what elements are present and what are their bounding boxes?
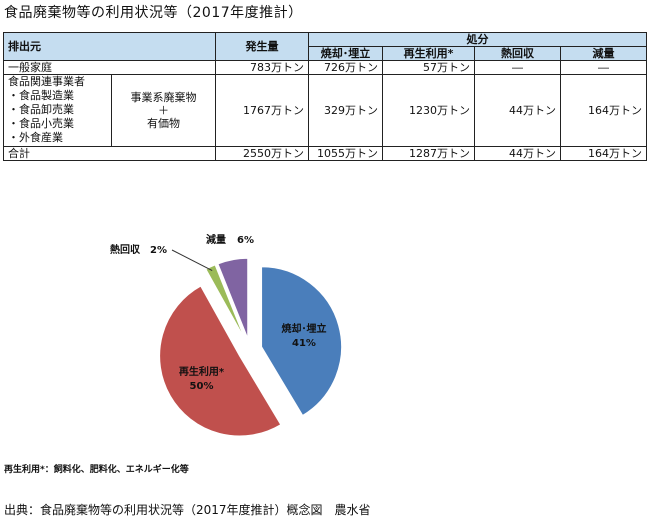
table-cell: 1055万トン [308,146,383,161]
footnote: 再生利用*：飼料化、肥料化、エネルギー化等 [4,465,189,475]
table-cell: 1287万トン [382,146,475,161]
sub-item: ・食品小売業 [8,117,74,130]
slice-label-reduction: 減量 [206,233,226,246]
sub-item: ・食品製造業 [8,89,74,102]
slice-value-incineration: 41% [292,338,316,349]
slice-label-incineration: 焼却･埋立 [281,322,326,335]
table-cell: 329万トン [308,74,383,147]
category-line: 有価物 [147,117,180,130]
category-line: 事業系廃棄物 [130,91,197,104]
slice-label-heat-recovery: 熱回収 [110,243,141,256]
sub-item: ・食品卸売業 [8,103,74,116]
header-col-incineration: 焼却･埋立 [308,46,383,61]
data-table: 排出元 発生量 処分 焼却･埋立 再生利用* 熱回収 減量 一般家庭 783万ト… [3,32,647,161]
row-label: 合計 [3,146,216,161]
header-disposal: 処分 [308,32,647,47]
slice-value-reduction: 6% [237,235,254,246]
row-label-main: 食品関連事業者 [8,75,85,88]
table-cell: 1230万トン [382,74,475,147]
source-note: 出典：食品廃棄物等の利用状況等（2017年度推計）概念図 農水省 [4,503,371,517]
table-row: 食品関連事業者 ・食品製造業 ・食品卸売業 ・食品小売業 ・外食産業 事業系廃棄… [3,74,647,147]
slice-label-recycling: 再生利用* [179,365,225,378]
table-cell: 164万トン [560,146,647,161]
header-col-recycling: 再生利用* [382,46,475,61]
category-line: ＋ [158,104,169,117]
header-generated: 発生量 [215,32,309,61]
pie-slice-incineration [261,266,343,417]
pie-slice-reduction [217,257,249,339]
slice-value-recycling: 50% [190,381,214,392]
chart-title: 食品廃棄物等の利用状況等（2017年度推計） [4,5,303,21]
pie-slice-heat-recovery [205,264,246,340]
category-cell: 事業系廃棄物 ＋ 有価物 [111,74,216,147]
table-cell: 164万トン [560,74,647,147]
table-cell: 726万トン [308,60,383,75]
table-row: 合計 2550万トン 1055万トン 1287万トン 44万トン 164万トン [3,146,647,161]
table-cell: 44万トン [474,74,561,147]
leader-line-heat-recovery [171,249,213,271]
header-col-reduction: 減量 [560,46,647,61]
pie-slice-recycling [159,285,282,437]
table-row: 一般家庭 783万トン 726万トン 57万トン ― ― [3,60,647,75]
row-label: 食品関連事業者 ・食品製造業 ・食品卸売業 ・食品小売業 ・外食産業 [3,74,112,147]
table-cell: 44万トン [474,146,561,161]
slice-value-heat-recovery: 2% [150,245,167,256]
sub-item: ・外食産業 [8,131,63,144]
table-cell: 783万トン [215,60,309,75]
